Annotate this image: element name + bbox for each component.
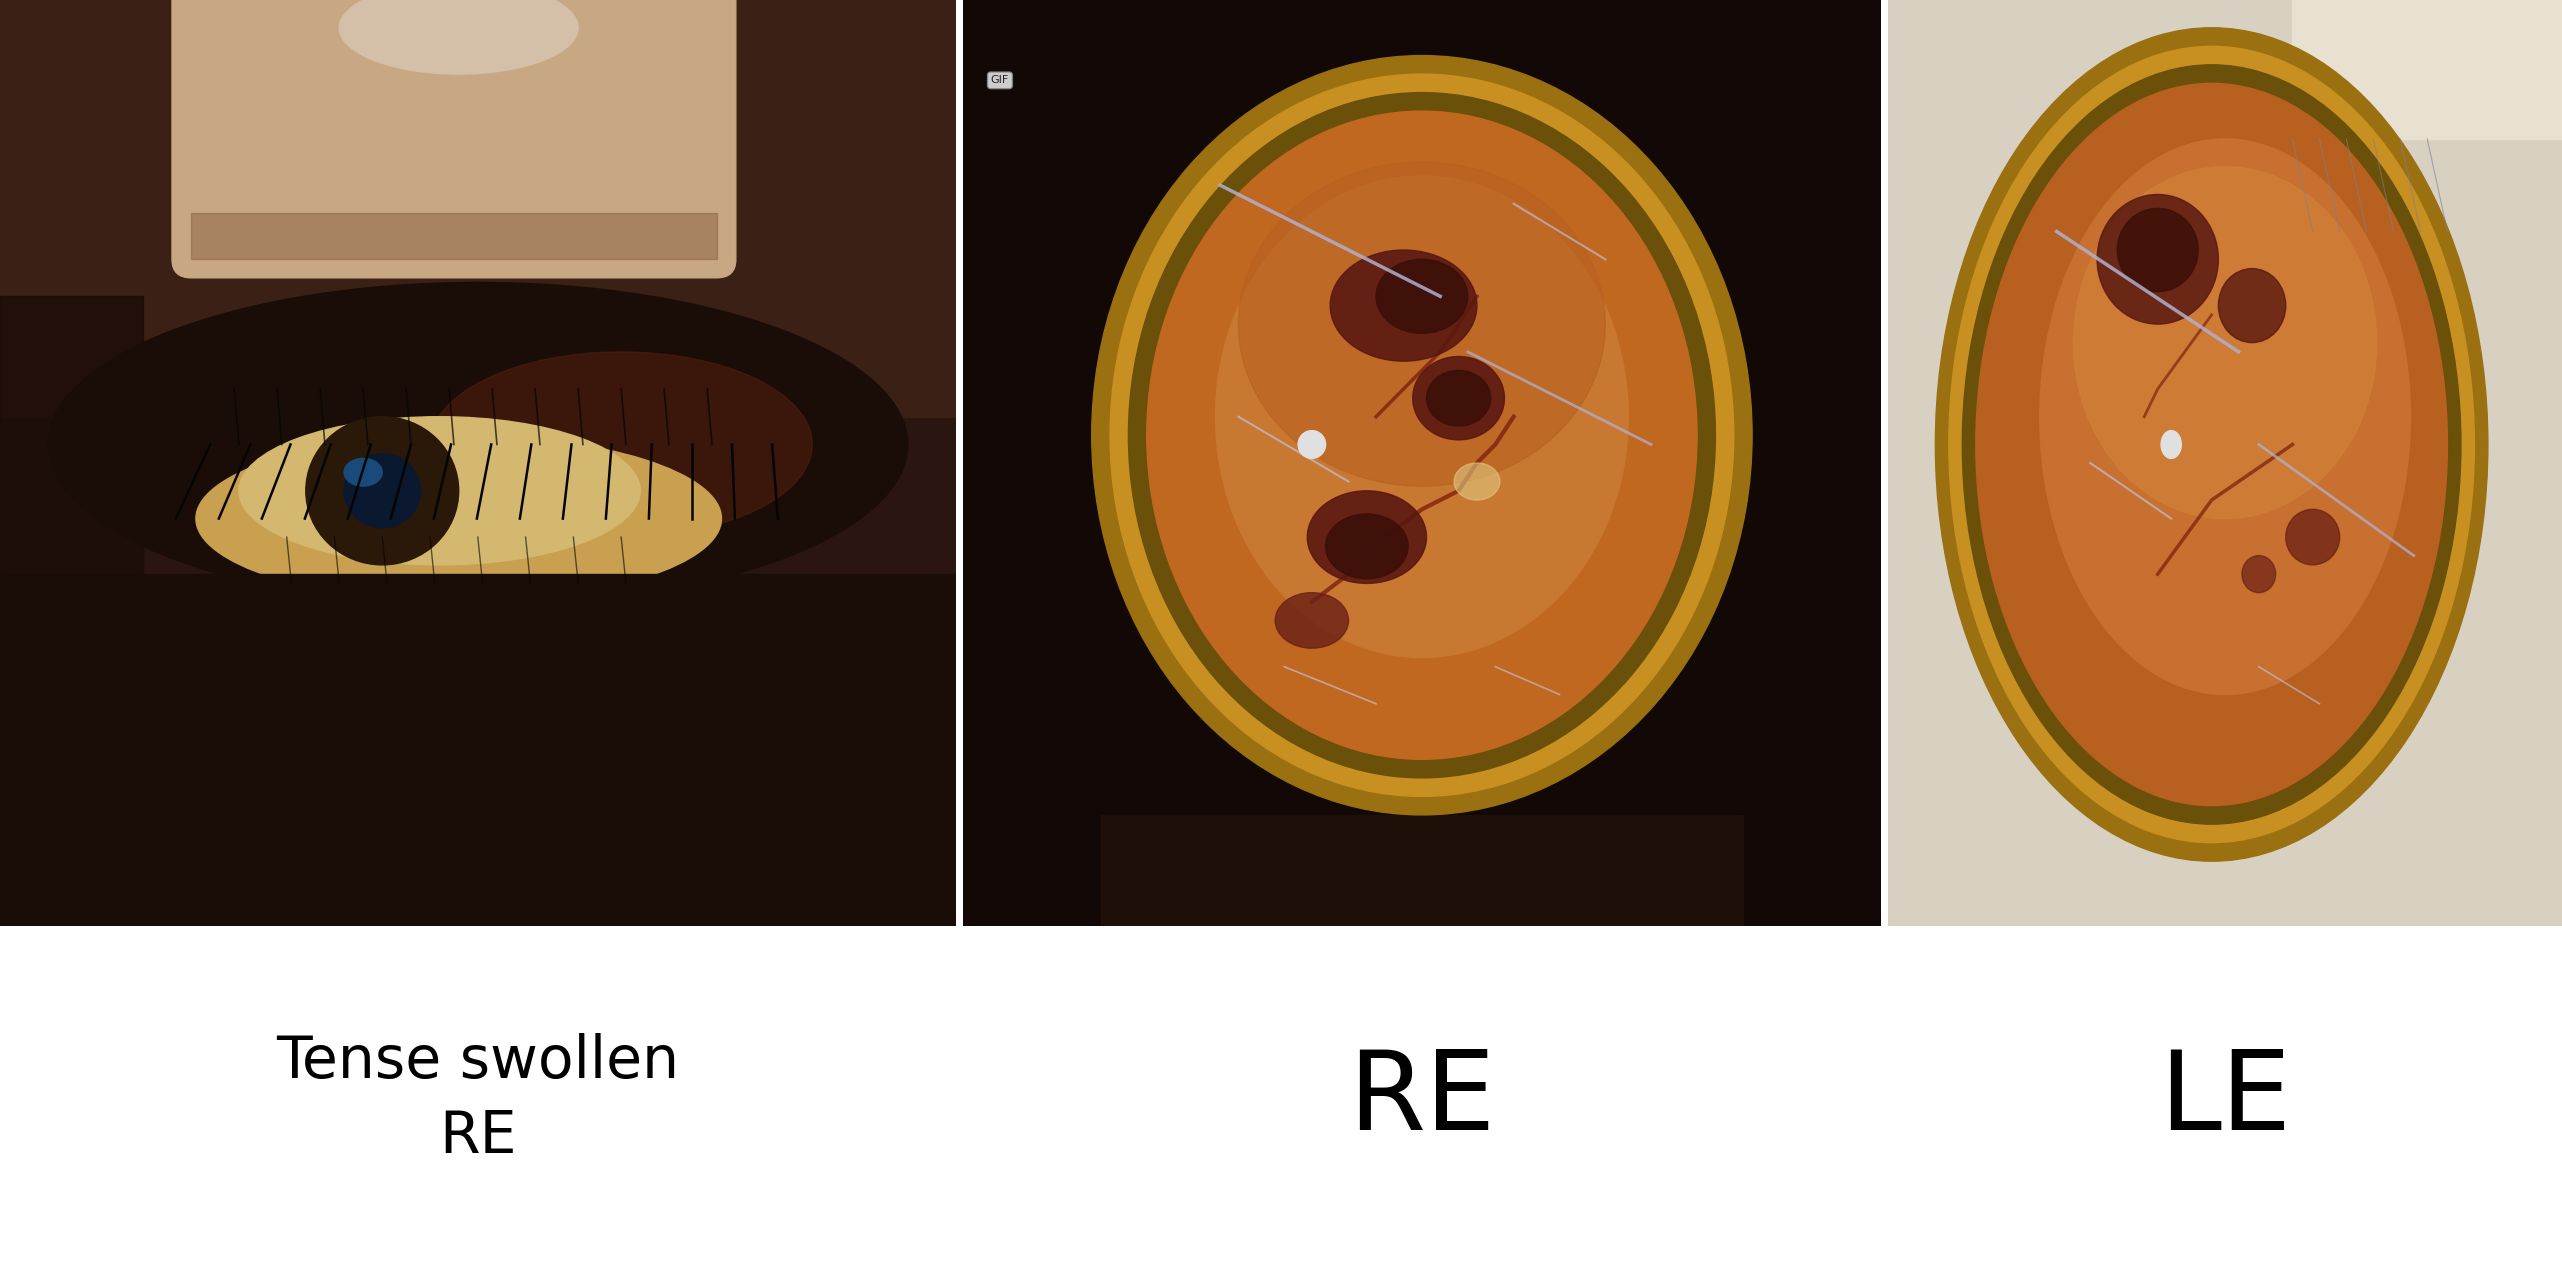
Ellipse shape — [2098, 195, 2219, 324]
Ellipse shape — [2039, 139, 2411, 695]
Ellipse shape — [1091, 56, 1752, 815]
Ellipse shape — [1109, 74, 1734, 796]
Ellipse shape — [2073, 167, 2378, 519]
Ellipse shape — [1376, 259, 1468, 333]
Ellipse shape — [2116, 209, 2198, 291]
Bar — [0, 296, 143, 574]
Text: LE: LE — [2160, 1046, 2290, 1152]
Ellipse shape — [1148, 111, 1696, 759]
Ellipse shape — [305, 417, 459, 565]
Ellipse shape — [49, 282, 907, 607]
Ellipse shape — [1962, 65, 2462, 824]
Circle shape — [2162, 431, 2180, 458]
Ellipse shape — [238, 417, 640, 565]
Ellipse shape — [1330, 251, 1476, 361]
Ellipse shape — [430, 352, 812, 537]
Ellipse shape — [1950, 46, 2475, 842]
Circle shape — [1299, 431, 1325, 458]
Ellipse shape — [343, 458, 382, 486]
Bar — [1102, 815, 1742, 926]
Text: GIF: GIF — [991, 75, 1009, 85]
Ellipse shape — [1276, 593, 1348, 649]
Ellipse shape — [2219, 268, 2285, 342]
Ellipse shape — [1325, 514, 1409, 579]
Ellipse shape — [338, 0, 579, 74]
Ellipse shape — [1412, 356, 1504, 440]
Ellipse shape — [195, 435, 722, 602]
Ellipse shape — [1127, 93, 1717, 778]
Ellipse shape — [343, 454, 420, 528]
Bar — [0, 0, 956, 417]
Bar — [0, 574, 956, 926]
Ellipse shape — [2242, 556, 2275, 593]
Ellipse shape — [1427, 370, 1491, 426]
Ellipse shape — [1934, 28, 2488, 861]
Bar — [2293, 0, 2562, 139]
Ellipse shape — [1214, 176, 1629, 658]
Ellipse shape — [1237, 162, 1606, 486]
FancyBboxPatch shape — [172, 0, 735, 277]
Text: Tense swollen
RE: Tense swollen RE — [277, 1033, 679, 1165]
Bar — [192, 212, 717, 259]
Ellipse shape — [1455, 463, 1499, 500]
Ellipse shape — [1307, 491, 1427, 584]
Ellipse shape — [2285, 509, 2339, 565]
Text: RE: RE — [1348, 1046, 1496, 1152]
Ellipse shape — [1975, 84, 2447, 805]
